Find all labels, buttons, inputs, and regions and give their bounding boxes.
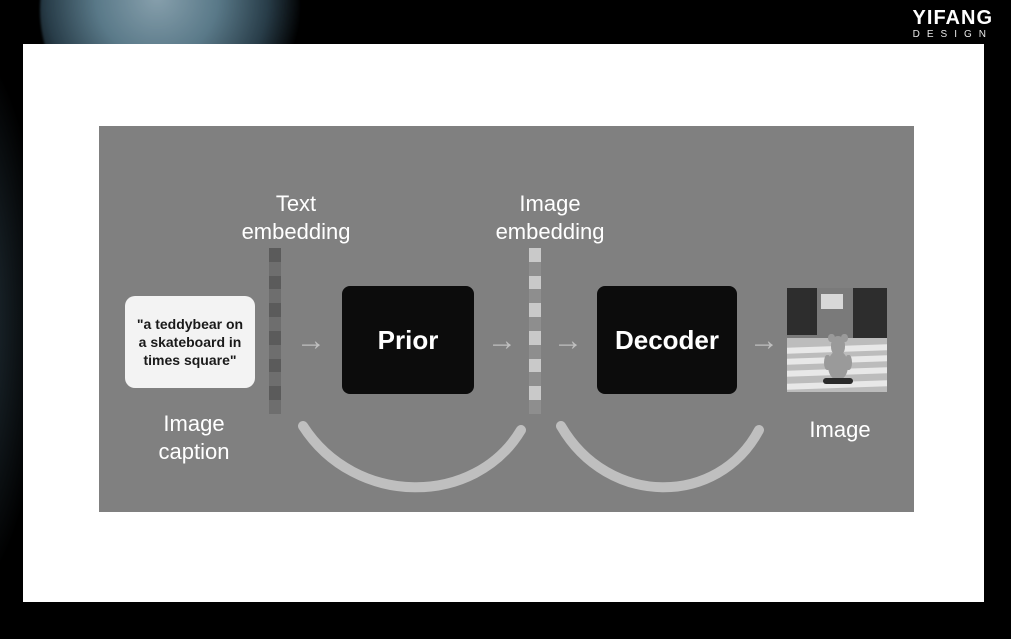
teddybear-graphic [821,334,855,386]
output-image [787,288,887,392]
embedding-cell [269,262,281,276]
embedding-cell [529,248,541,262]
embedding-cell [269,400,281,414]
text-embedding-vector [269,248,281,414]
embedding-cell [269,317,281,331]
embedding-cell [269,276,281,290]
embedding-cell [269,331,281,345]
teddy-ear [828,334,834,342]
embedding-cell [529,386,541,400]
embedding-cell [269,372,281,386]
caption-card: "a teddybear on a skateboard in times sq… [125,296,255,388]
brand-subtitle: DESIGN [913,30,993,40]
scene-sign [821,294,843,309]
label-output-image: Image [795,416,885,444]
label-text-embedding: Textembedding [231,190,361,245]
skateboard [823,378,853,383]
embedding-cell [529,276,541,290]
embedding-cell [529,400,541,414]
brand-block: YIFANG DESIGN [913,8,993,40]
arrow-right-icon: → [487,326,517,356]
module-prior: Prior [342,286,474,394]
teddy-ear [841,334,847,342]
caption-text: "a teddybear on a skateboard in times sq… [133,315,247,370]
teddy-arm [824,355,830,371]
embedding-cell [529,289,541,303]
embedding-cell [529,359,541,373]
embedding-cell [269,248,281,262]
embedding-cell [529,317,541,331]
image-embedding-vector [529,248,541,414]
module-decoder-label: Decoder [615,325,719,356]
scene-building-left [787,288,817,335]
module-prior-label: Prior [378,325,439,356]
label-image-caption: Imagecaption [139,410,249,465]
module-decoder: Decoder [597,286,737,394]
embedding-cell [529,372,541,386]
embedding-cell [529,303,541,317]
embedding-cell [529,345,541,359]
arrow-right-icon: → [553,326,583,356]
architecture-diagram: Textembedding Imageembedding "a teddybea… [99,126,914,512]
brand-title: YIFANG [913,8,993,28]
embedding-cell [529,262,541,276]
embedding-cell [269,386,281,400]
curved-arrow-image-embedding-to-output [553,416,773,486]
curved-arrow-text-to-image-embedding [295,416,535,486]
embedding-cell [269,289,281,303]
embedding-cell [269,303,281,317]
embedding-cell [269,359,281,373]
teddy-arm [845,355,851,371]
embedding-cell [529,331,541,345]
slide-card: Textembedding Imageembedding "a teddybea… [23,44,984,602]
scene-building-right [853,288,887,338]
arrow-right-icon: → [749,326,779,356]
embedding-cell [269,345,281,359]
label-image-embedding: Imageembedding [475,190,625,245]
arrow-right-icon: → [296,326,326,356]
